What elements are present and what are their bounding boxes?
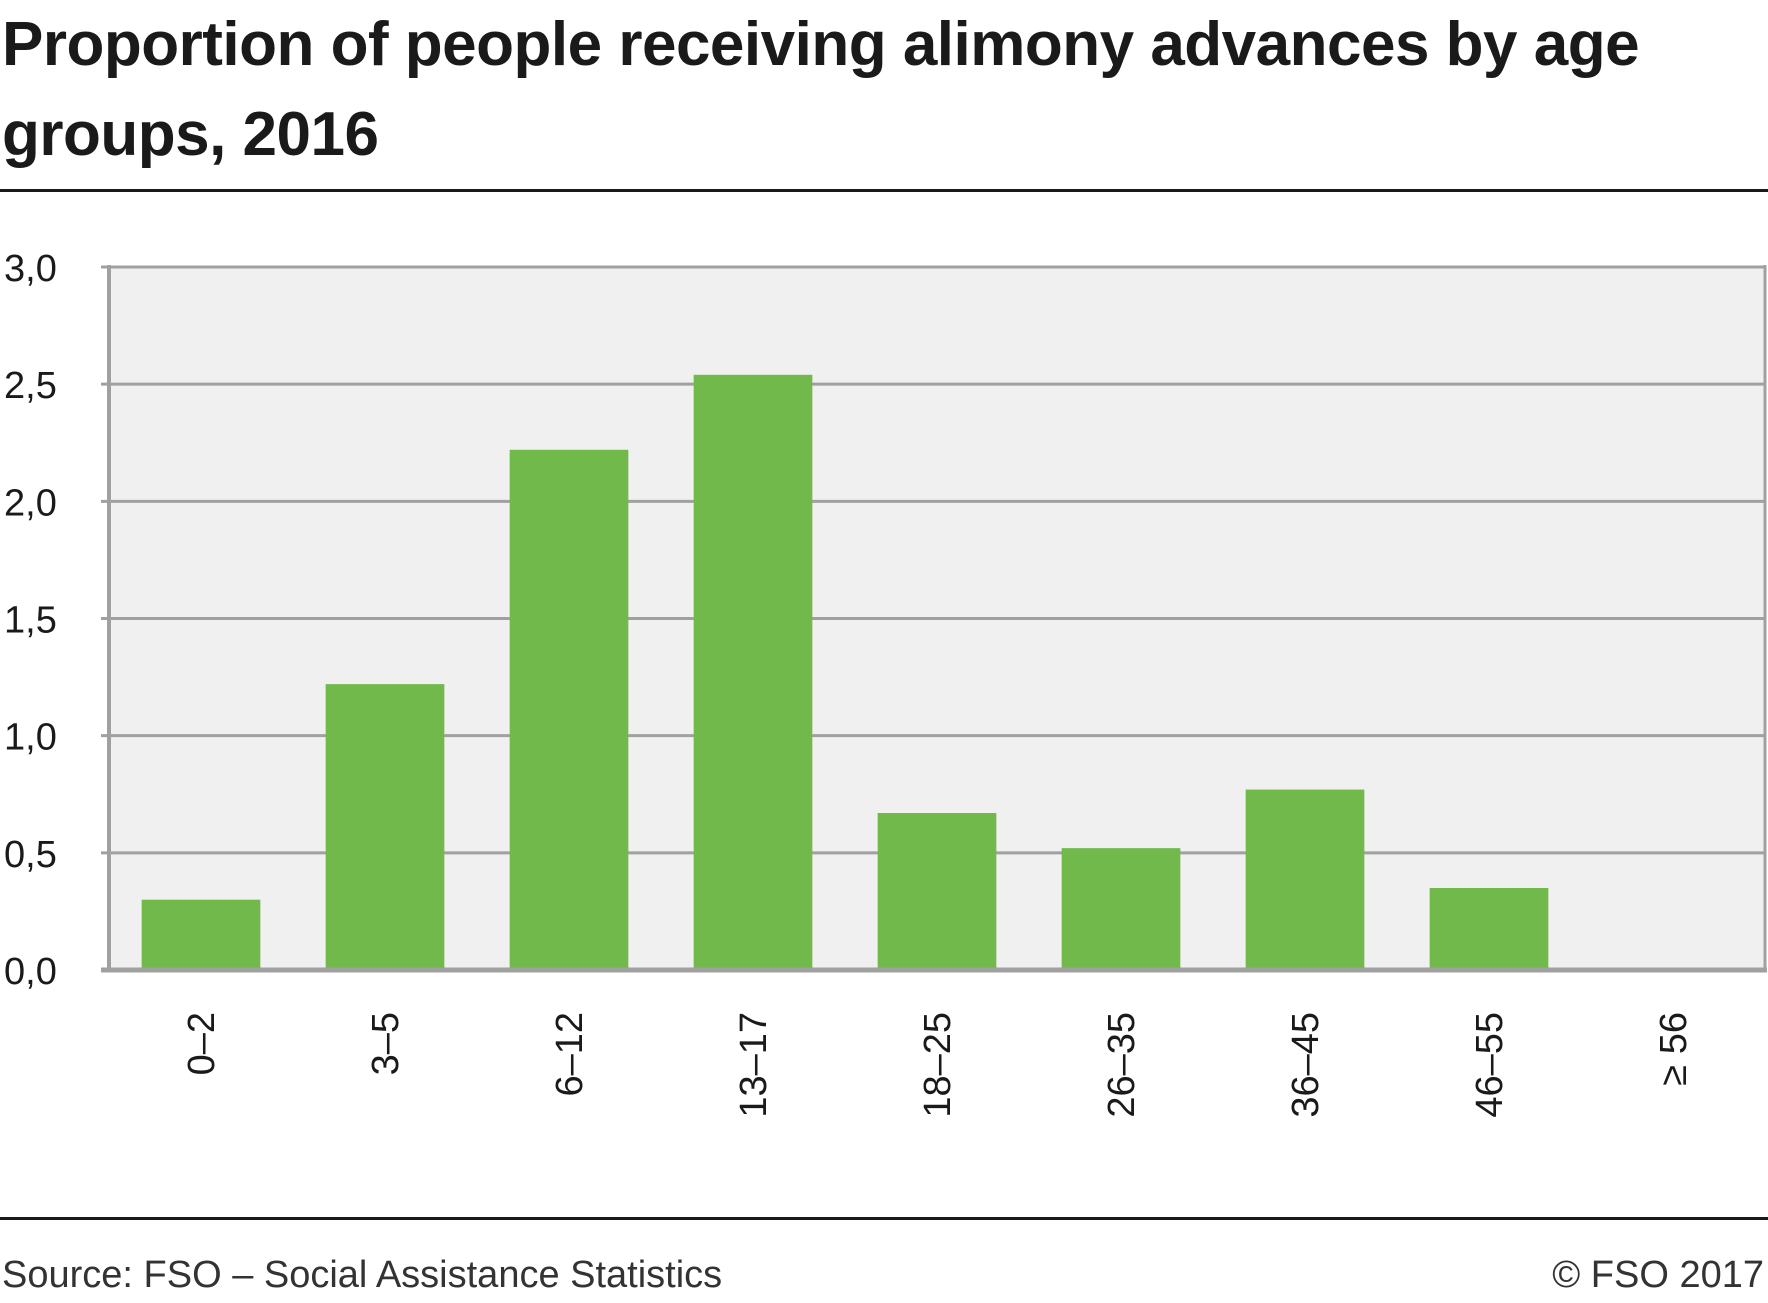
x-tick-labels: 0–2 3–5 6–12 13–17 18–25 26–35 36–45 46–55 ≥ 56 [181, 1012, 1695, 1118]
bar-6–12 [509, 449, 629, 970]
y-tick-label: 2,0 [4, 482, 57, 524]
title-divider [0, 189, 1768, 192]
y-tick-label: 2,5 [4, 365, 57, 407]
bar-46–55 [1429, 887, 1549, 970]
x-tick-label: 46–55 [1469, 1012, 1511, 1118]
y-tick-label: 0,5 [4, 834, 57, 876]
axes [101, 265, 1767, 973]
bar-18–25 [877, 812, 997, 970]
bar-36–45 [1245, 789, 1365, 970]
y-tick-labels: 0,0 0,5 1,0 1,5 2,0 2,5 3,0 [4, 248, 57, 993]
x-tick-label: 36–45 [1285, 1012, 1327, 1118]
chart-title: Proportion of people receiving alimony a… [2, 10, 1640, 169]
y-tick-label: 1,0 [4, 717, 57, 759]
source-note: Source: FSO – Social Assistance Statisti… [2, 1254, 723, 1296]
x-tick-label: ≥ 56 [1653, 1012, 1695, 1086]
x-tick-label: 18–25 [917, 1012, 959, 1118]
bar-chart: 0,0 0,5 1,0 1,5 2,0 2,5 3,0 0–2 3–5 6–12 13–17 18–… [4, 248, 1767, 1118]
x-tick-label: 0–2 [181, 1012, 223, 1075]
copyright-note: © FSO 2017 [1552, 1254, 1764, 1296]
y-tick-label: 1,5 [4, 600, 57, 642]
bar-3–5 [325, 684, 445, 970]
bar-13–17 [693, 374, 813, 970]
x-tick-label: 13–17 [733, 1012, 775, 1118]
bar-0–2 [141, 899, 261, 970]
bar-26–35 [1061, 848, 1181, 970]
x-tick-label: 26–35 [1101, 1012, 1143, 1118]
y-tick-label: 3,0 [4, 248, 57, 290]
x-tick-label: 6–12 [549, 1012, 591, 1097]
x-tick-label: 3–5 [365, 1012, 407, 1075]
footer-divider [0, 1217, 1768, 1220]
bars [141, 374, 1733, 970]
y-tick-label: 0,0 [4, 951, 57, 993]
